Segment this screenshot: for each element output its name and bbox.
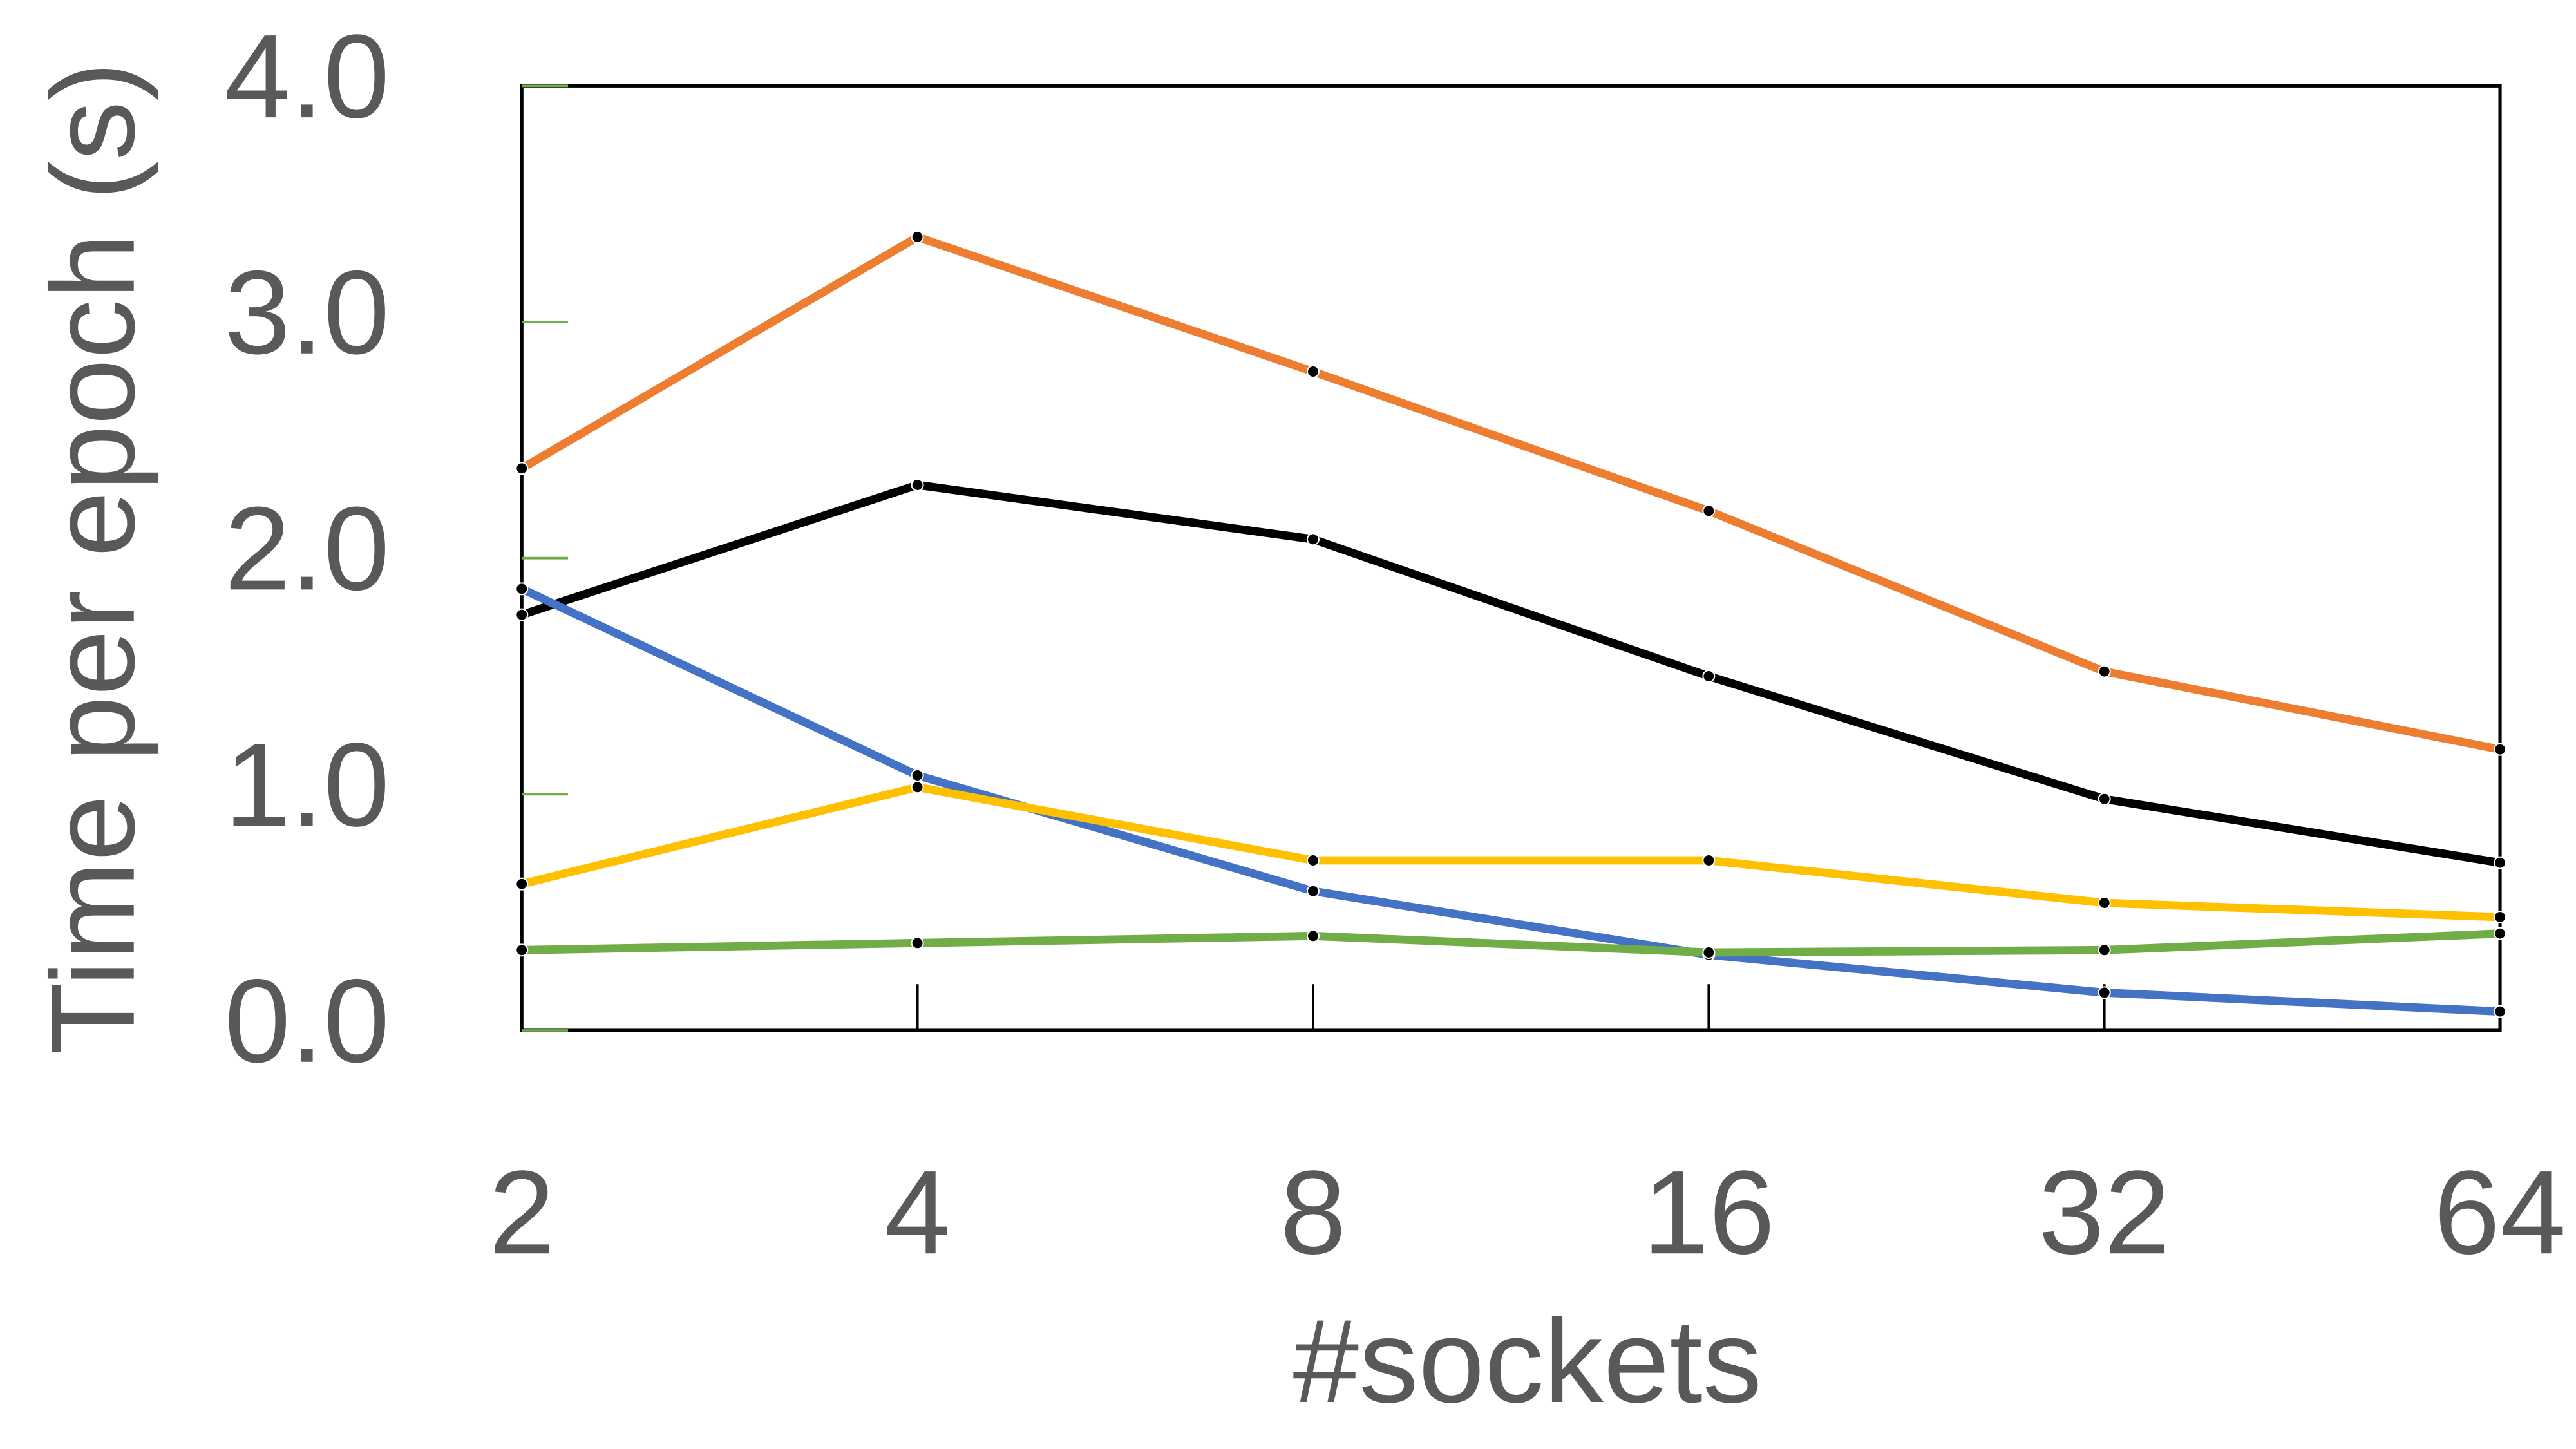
point-marker — [2098, 896, 2111, 910]
point-marker — [515, 582, 529, 596]
y-tick-label: 2.0 — [224, 482, 390, 615]
point-marker — [515, 608, 529, 621]
series-line — [520, 782, 2501, 922]
point-marker — [1702, 504, 1716, 518]
point-marker — [2494, 910, 2507, 923]
x-tick-label: 2 — [489, 1146, 555, 1279]
point-marker — [1702, 670, 1716, 683]
point-marker — [1702, 853, 1716, 867]
point-marker — [1306, 365, 1320, 378]
point-marker — [2494, 856, 2507, 869]
point-marker — [1306, 533, 1320, 546]
point-marker — [515, 877, 529, 891]
point-marker — [2098, 986, 2111, 999]
point-marker — [911, 768, 924, 782]
point-marker — [911, 781, 924, 794]
series-line — [520, 232, 2501, 753]
point-marker — [515, 943, 529, 957]
x-tick-label: 32 — [2038, 1146, 2170, 1279]
point-marker — [2098, 665, 2111, 678]
point-marker — [2494, 927, 2507, 940]
point-marker — [911, 231, 924, 244]
point-marker — [911, 478, 924, 492]
x-tick-label: 8 — [1280, 1146, 1347, 1279]
point-marker — [1306, 884, 1320, 898]
series-line — [520, 585, 2501, 1016]
series-line — [522, 929, 2501, 957]
point-marker — [2098, 792, 2111, 806]
y-tick-label: 3.0 — [224, 247, 390, 379]
y-tick-label: 1.0 — [224, 719, 390, 851]
point-marker — [911, 936, 924, 950]
point-marker — [1306, 853, 1320, 867]
x-tick-label: 64 — [2434, 1146, 2566, 1279]
plot-frame — [520, 84, 2502, 1032]
point-marker — [515, 462, 529, 475]
series-line — [520, 480, 2501, 867]
x-tick-label: 16 — [1643, 1146, 1775, 1279]
point-marker — [1702, 945, 1716, 959]
point-marker — [2098, 943, 2111, 957]
point-marker — [2494, 1005, 2507, 1018]
y-axis-label: Time per epoch (s) — [27, 62, 160, 1055]
x-axis-label: #sockets — [1293, 1295, 1763, 1428]
point-marker — [1306, 929, 1320, 943]
y-tick-label: 4.0 — [224, 10, 390, 143]
y-tick-label: 0.0 — [224, 955, 390, 1088]
x-tick-label: 4 — [884, 1146, 951, 1279]
point-marker — [2494, 743, 2507, 756]
